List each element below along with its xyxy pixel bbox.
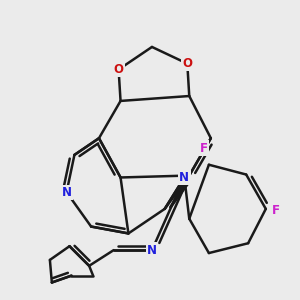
Text: O: O — [182, 57, 192, 70]
Text: O: O — [114, 63, 124, 76]
Text: N: N — [147, 244, 157, 256]
Text: N: N — [61, 186, 72, 199]
Text: F: F — [200, 142, 208, 154]
Text: N: N — [179, 171, 189, 184]
Text: F: F — [272, 204, 280, 218]
